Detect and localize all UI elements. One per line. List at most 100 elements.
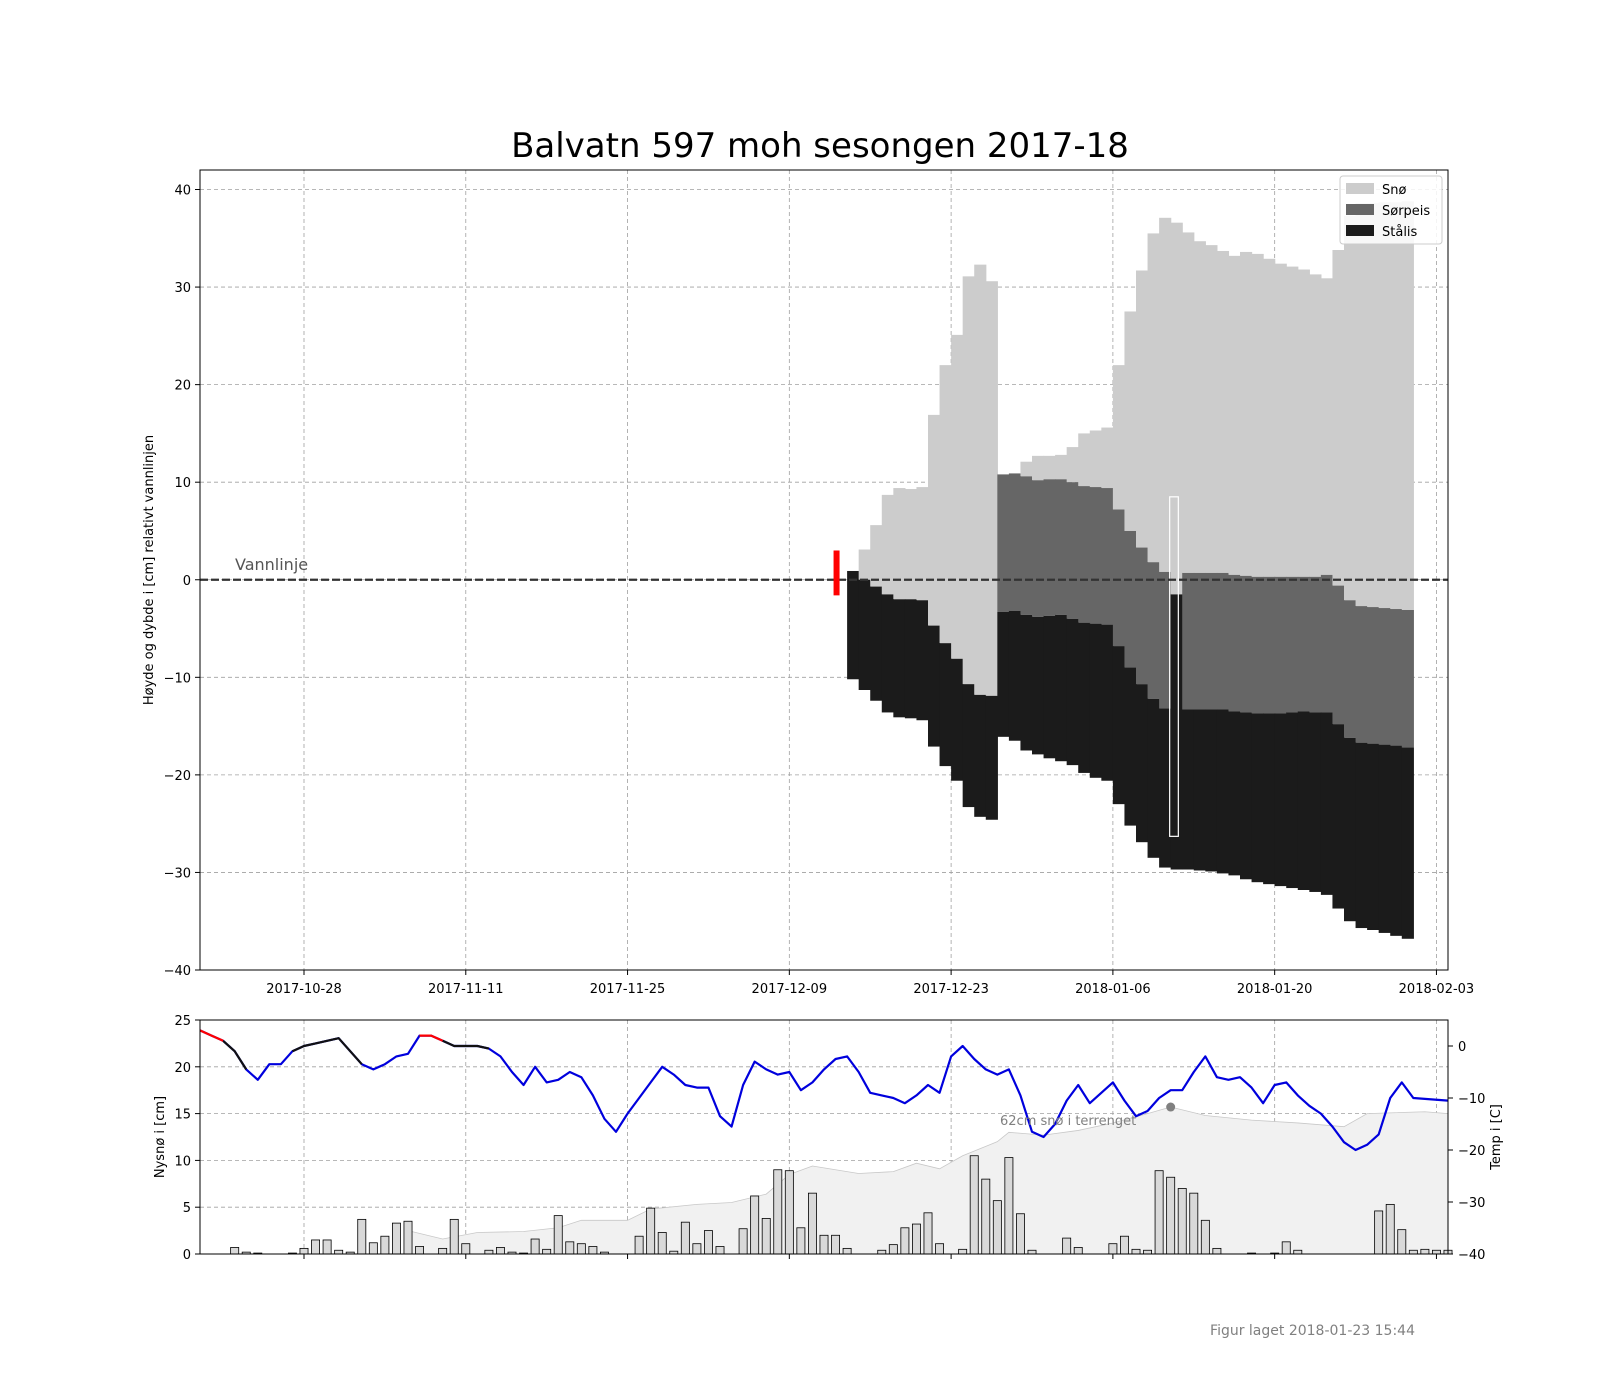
ice-bar xyxy=(1401,747,1414,939)
snow-bar xyxy=(1101,427,1114,489)
ice-bar xyxy=(997,611,1010,737)
new-snow-bar xyxy=(680,1221,690,1255)
ice-bar xyxy=(1205,709,1218,872)
new-snow-bar xyxy=(553,1215,563,1255)
terrain-snow-label: 62cm snø i terrenget xyxy=(1000,1114,1136,1129)
new-snow-bar xyxy=(646,1207,656,1255)
ice-bar xyxy=(847,570,860,680)
ice-bar xyxy=(893,599,906,718)
new-snow-bar xyxy=(1293,1249,1303,1255)
slush-bar xyxy=(1332,585,1345,725)
snow-bar xyxy=(1159,217,1172,572)
slush-bar xyxy=(997,474,1010,612)
new-snow-bar xyxy=(1408,1249,1418,1255)
y2-tick-label: −20 xyxy=(1458,1144,1485,1159)
new-snow-bar xyxy=(738,1228,748,1255)
snow-bar xyxy=(1020,461,1033,477)
measurement-outline xyxy=(1169,496,1179,837)
slush-bar xyxy=(1147,562,1160,699)
ice-bar xyxy=(1078,622,1091,773)
new-snow-bar xyxy=(935,1243,944,1255)
ice-bar xyxy=(1136,684,1149,843)
snow-bar xyxy=(904,489,918,600)
y2-tick-label: −40 xyxy=(1458,1248,1485,1263)
temperature-warm-segment xyxy=(199,1029,224,1042)
new-snow-bar xyxy=(1212,1247,1222,1255)
new-snow-bar xyxy=(923,1212,933,1255)
slush-bar xyxy=(1078,486,1091,623)
ice-bar xyxy=(1251,713,1264,883)
snow-bar xyxy=(916,487,929,601)
legend-swatch xyxy=(1346,204,1374,215)
new-snow-bar xyxy=(877,1249,887,1255)
snow-bar xyxy=(1263,258,1276,577)
y-tick-label: 20 xyxy=(174,379,191,394)
new-snow-bar xyxy=(357,1218,367,1255)
y-tick-label: 25 xyxy=(174,1014,191,1029)
y-tick-label: 40 xyxy=(174,184,191,199)
new-snow-bar xyxy=(715,1246,725,1255)
legend-swatch xyxy=(1346,225,1374,236)
ice-bar xyxy=(1124,667,1137,826)
y-tick-label: 10 xyxy=(174,1154,191,1169)
slush-bar xyxy=(1112,509,1126,647)
new-snow-bar xyxy=(542,1248,552,1255)
slush-bar xyxy=(1020,476,1033,615)
snow-bar xyxy=(1193,241,1206,573)
ice-bar xyxy=(1286,712,1299,889)
new-snow-bar xyxy=(1420,1248,1430,1255)
slush-bar xyxy=(1367,607,1380,744)
slush-bar xyxy=(1263,576,1276,714)
new-snow-bar xyxy=(992,1200,1002,1255)
slush-bar xyxy=(1286,576,1299,713)
snow-bar xyxy=(974,264,987,695)
snow-bar xyxy=(1355,203,1368,607)
y-tick-label: 0 xyxy=(183,574,191,589)
new-snow-bar xyxy=(1200,1219,1210,1255)
new-snow-bar xyxy=(912,1223,921,1255)
x-tick-label: 2017-12-23 xyxy=(913,982,989,997)
snow-bar xyxy=(1251,253,1264,577)
snow-bar xyxy=(1055,454,1068,480)
x-tick-label: 2017-12-09 xyxy=(752,982,828,997)
new-snow-bar xyxy=(969,1155,979,1255)
new-snow-bar xyxy=(1177,1188,1187,1255)
slush-bar xyxy=(1136,547,1149,685)
ice-bar xyxy=(1101,624,1114,781)
new-snow-bar xyxy=(1108,1243,1118,1255)
y2-axis-label: Temp i [C] xyxy=(1489,1104,1504,1171)
ice-bar xyxy=(1309,712,1322,892)
y-tick-label: −30 xyxy=(164,866,191,881)
new-snow-bar xyxy=(808,1192,817,1255)
ice-bar xyxy=(1216,709,1230,874)
new-snow-bar xyxy=(530,1238,540,1255)
new-snow-bar xyxy=(495,1247,505,1255)
slush-bar xyxy=(1066,482,1079,619)
slush-bar xyxy=(1101,488,1114,625)
new-snow-bar xyxy=(576,1243,586,1255)
ice-bar xyxy=(951,658,964,781)
ice-bar xyxy=(1193,709,1206,871)
new-snow-bar xyxy=(484,1249,494,1255)
y-tick-label: 5 xyxy=(183,1201,191,1216)
snow-bar xyxy=(1170,222,1183,595)
new-snow-bar xyxy=(368,1242,378,1255)
ice-bar xyxy=(1032,616,1045,755)
ice-bar xyxy=(1112,646,1126,805)
ice-bar xyxy=(1320,712,1334,895)
new-snow-bar xyxy=(1143,1249,1152,1255)
temperature-mild-segment xyxy=(222,1039,248,1070)
new-snow-bar xyxy=(1004,1157,1014,1255)
main-plot: Vannlinje −40 −30 −20 −10 0 10 20 30 40 2017-10-28… xyxy=(142,169,1474,997)
snow-bar xyxy=(1344,215,1357,601)
slush-bar xyxy=(1344,600,1357,738)
chart-title: Balvatn 597 moh sesongen 2017-18 xyxy=(511,126,1129,166)
new-snow-plot: 62cm snø i terrenget 0 5 10 15 20 25 −40 −30 −20 −… xyxy=(153,1014,1504,1263)
slush-bar xyxy=(1309,576,1322,713)
ice-bar xyxy=(1008,610,1022,741)
new-snow-bar xyxy=(761,1218,771,1255)
new-snow-bar xyxy=(657,1232,667,1255)
new-snow-bar xyxy=(1374,1210,1384,1255)
water-line-label: Vannlinje xyxy=(235,555,308,574)
slush-bar xyxy=(1205,572,1218,710)
